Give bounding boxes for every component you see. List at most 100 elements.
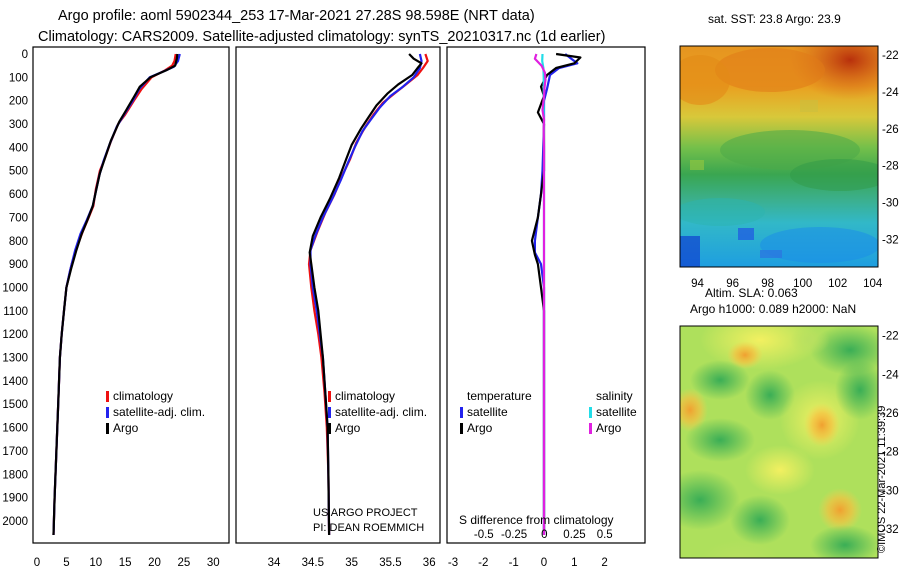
depth-tick-label: 500 xyxy=(9,166,28,178)
x-tick-label: 5 xyxy=(63,557,69,569)
map-y-tick-label: -28 xyxy=(882,447,899,459)
sla-map: Altim. SLA: 0.063 Argo h1000: 0.089 h200… xyxy=(679,286,899,559)
x-tick-label: 20 xyxy=(148,557,161,569)
legend-title-temperature: temperature xyxy=(467,389,532,403)
depth-axis: 0 100 200 300 400 500 600 700 800 900 1000 1100 1200… xyxy=(2,49,28,528)
sla-map-title: Altim. SLA: 0.063 xyxy=(705,286,798,300)
x-tick-label: -1 xyxy=(509,557,519,569)
legend-swatch-sal-argo xyxy=(589,423,592,434)
legend-label-climatology: climatology xyxy=(335,389,395,403)
legend-label-temp-argo: Argo xyxy=(467,421,493,435)
sst-map: sat. SST: 23.8 Argo: 23.9 -22 -24 -26 -28 -3… xyxy=(679,12,899,290)
legend-swatch-satellite-adj xyxy=(106,407,109,418)
depth-tick-label: 1300 xyxy=(2,353,28,365)
legend-label-satellite-adj: satellite-adj. clim. xyxy=(113,405,205,419)
map-x-tick-label: 94 xyxy=(691,278,704,290)
series-line-climatology xyxy=(307,53,429,536)
pi-annotation: PI: DEAN ROEMMICH xyxy=(313,522,424,534)
map-x-tick-label: 98 xyxy=(761,278,774,290)
x-tick-label: 0 xyxy=(541,557,547,569)
depth-tick-label: 1400 xyxy=(2,376,28,388)
depth-tick-label: 1100 xyxy=(3,306,28,318)
depth-tick-label: 600 xyxy=(9,189,28,201)
depth-tick-label: 400 xyxy=(9,142,28,154)
series-line-argo xyxy=(52,53,179,536)
depth-tick-label: 700 xyxy=(9,212,28,224)
sst-map-title: sat. SST: 23.8 Argo: 23.9 xyxy=(708,12,841,26)
map-x-tick-label: 104 xyxy=(863,278,883,290)
map-x-tick-label: 102 xyxy=(828,278,847,290)
difference-legend: temperature salinity satellite Argo sate… xyxy=(460,389,637,435)
x-tick-label: -3 xyxy=(448,557,458,569)
legend-label-sal-satellite: satellite xyxy=(596,405,637,419)
map-y-tick-label: -24 xyxy=(882,369,899,381)
series-line-temperature-argo xyxy=(530,52,582,535)
title-line-1: Argo profile: aoml 5902344_253 17-Mar-20… xyxy=(58,8,535,24)
sst-map-field xyxy=(680,46,878,267)
map-y-tick-label: -28 xyxy=(882,161,899,173)
legend-swatch-satellite-adj xyxy=(328,407,331,418)
legend-swatch-climatology xyxy=(328,391,331,402)
x-tick-label: 25 xyxy=(178,557,191,569)
x-tick-label: 36 xyxy=(423,557,436,569)
map-y-tick-label: -30 xyxy=(882,198,899,210)
depth-tick-label: 1500 xyxy=(2,399,28,411)
sst-map-frame xyxy=(679,45,879,268)
sla-map-subtitle: Argo h1000: 0.089 h2000: NaN xyxy=(690,302,856,316)
temperature-panel-frame xyxy=(32,46,230,544)
map-y-tick-label: -22 xyxy=(882,50,899,62)
x-tick-label: 30 xyxy=(207,557,220,569)
legend-swatch-climatology xyxy=(106,391,109,402)
title-line-2: Climatology: CARS2009. Satellite-adjuste… xyxy=(38,29,605,45)
depth-tick-label: 1200 xyxy=(2,329,28,341)
s-difference-tick-label: -0.25 xyxy=(501,529,527,541)
legend-label-climatology: climatology xyxy=(113,389,173,403)
x-tick-label: 34 xyxy=(268,557,281,569)
x-tick-label: 35.5 xyxy=(379,557,401,569)
series-line-argo xyxy=(308,53,423,536)
map-y-tick-label: -30 xyxy=(882,485,899,497)
s-difference-tick-label: 0 xyxy=(541,529,547,541)
depth-tick-label: 1600 xyxy=(2,423,28,435)
s-difference-tick-label: 0.5 xyxy=(597,529,613,541)
s-difference-axis-label: S difference from climatology xyxy=(459,513,614,527)
depth-tick-label: 1000 xyxy=(2,283,28,295)
s-difference-tick-label: -0.5 xyxy=(474,529,494,541)
x-tick-label: 34.5 xyxy=(302,557,324,569)
x-tick-label: -2 xyxy=(478,557,488,569)
x-tick-label: 10 xyxy=(89,557,102,569)
legend-label-temp-satellite: satellite xyxy=(467,405,508,419)
map-x-tick-label: 96 xyxy=(726,278,739,290)
legend-label-satellite-adj: satellite-adj. clim. xyxy=(335,405,427,419)
s-difference-tick-label: 0.25 xyxy=(563,529,585,541)
legend-swatch-temp-satellite xyxy=(460,407,463,418)
legend-swatch-sal-satellite xyxy=(589,407,592,418)
temperature-legend: climatology satellite-adj. clim. Argo xyxy=(106,389,205,435)
depth-tick-label: 1900 xyxy=(2,493,28,505)
salinity-panel-frame xyxy=(235,46,441,544)
difference-panel-frame xyxy=(446,46,646,544)
x-tick-label: 35 xyxy=(345,557,358,569)
map-y-tick-label: -26 xyxy=(882,408,899,420)
sla-map-axes: -22 -24 -26 -28 -30 -32 xyxy=(882,331,899,536)
x-tick-label: 0 xyxy=(34,557,40,569)
legend-swatch-temp-argo xyxy=(460,423,463,434)
x-tick-label: 1 xyxy=(571,557,577,569)
series-line-salinity-argo xyxy=(533,53,547,535)
map-y-tick-label: -22 xyxy=(882,331,899,343)
depth-tick-label: 1700 xyxy=(2,446,28,458)
x-tick-label: 2 xyxy=(601,557,607,569)
sst-map-axes: -22 -24 -26 -28 -30 -32 94 96 98 100 102 104 xyxy=(691,50,899,290)
legend-swatch-argo xyxy=(106,423,109,434)
legend-label-sal-argo: Argo xyxy=(596,421,622,435)
credit-text: ©IMOS 22-Mar-2021 11:39:39 xyxy=(876,405,888,553)
depth-tick-label: 100 xyxy=(9,72,28,84)
map-y-tick-label: -32 xyxy=(882,234,899,246)
map-y-tick-label: -32 xyxy=(882,524,899,536)
depth-tick-label: 300 xyxy=(9,119,28,131)
depth-tick-label: 200 xyxy=(9,96,28,108)
project-annotation: US ARGO PROJECT xyxy=(313,507,418,519)
salinity-legend: climatology satellite-adj. clim. Argo xyxy=(328,389,427,435)
